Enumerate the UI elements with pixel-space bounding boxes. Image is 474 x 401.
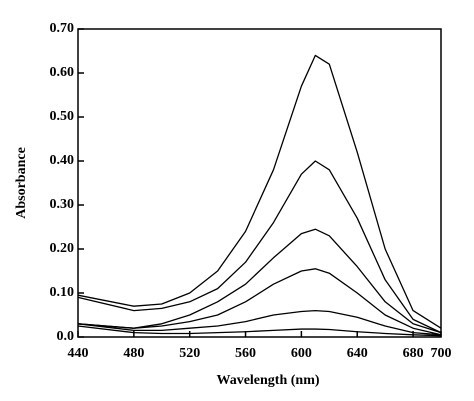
x-tick-label: 640 (347, 346, 368, 361)
y-tick-label: 0.50 (50, 109, 75, 124)
y-tick-label: 0.70 (50, 21, 75, 36)
x-tick-label: 560 (235, 346, 256, 361)
y-axis-title: Absorbance (14, 147, 29, 219)
x-tick-label: 680 (403, 346, 424, 361)
x-tick-label: 480 (123, 346, 144, 361)
y-tick-label: 0.30 (50, 197, 75, 212)
spectrum-line (77, 325, 442, 337)
spectrum-line (77, 160, 442, 334)
x-axis-title: Wavelength (nm) (216, 373, 319, 388)
y-tick-label: 0.40 (50, 153, 75, 168)
x-tick-label: 440 (68, 346, 89, 361)
x-tick-label: 600 (291, 346, 312, 361)
spectrum-line (77, 54, 442, 329)
y-tick-label: 0.20 (50, 241, 75, 256)
spectrum-line (77, 309, 442, 336)
y-tick-label: 0.10 (50, 285, 75, 300)
y-tick-label: 0.0 (57, 329, 75, 344)
spectrum-line (77, 228, 442, 334)
x-tick-label: 700 (431, 346, 452, 361)
plot-frame (77, 28, 442, 338)
x-tick-label: 520 (179, 346, 200, 361)
spectrum-line (77, 268, 442, 336)
y-tick-label: 0.60 (50, 65, 75, 80)
